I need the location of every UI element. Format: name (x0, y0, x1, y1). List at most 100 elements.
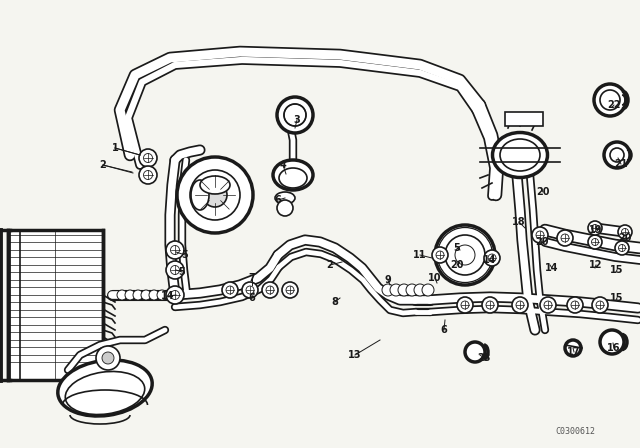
Text: 1: 1 (111, 143, 118, 153)
Text: 6: 6 (440, 325, 447, 335)
Text: 20: 20 (536, 187, 550, 197)
Text: 20: 20 (451, 260, 464, 270)
Circle shape (536, 231, 544, 239)
Circle shape (561, 234, 569, 242)
Circle shape (486, 301, 494, 309)
Text: C0300612: C0300612 (555, 427, 595, 436)
Text: 12: 12 (589, 260, 603, 270)
Circle shape (618, 245, 625, 251)
Circle shape (621, 228, 628, 236)
Circle shape (277, 97, 313, 133)
Circle shape (125, 290, 135, 300)
Text: 19: 19 (589, 225, 603, 235)
Circle shape (596, 301, 604, 309)
Circle shape (282, 282, 298, 298)
Circle shape (618, 225, 632, 239)
Text: 4: 4 (280, 160, 286, 170)
Text: 6: 6 (275, 195, 282, 205)
Circle shape (246, 286, 254, 294)
Text: 17: 17 (567, 347, 580, 357)
Circle shape (457, 297, 473, 313)
Circle shape (96, 346, 120, 370)
Circle shape (600, 330, 624, 354)
Ellipse shape (275, 192, 295, 204)
Circle shape (540, 297, 556, 313)
Circle shape (615, 241, 629, 255)
Circle shape (222, 282, 238, 298)
Circle shape (262, 282, 278, 298)
Circle shape (166, 261, 184, 279)
Text: 22: 22 (607, 100, 621, 110)
Text: 21: 21 (614, 159, 628, 169)
Text: 14: 14 (545, 263, 559, 273)
Circle shape (571, 301, 579, 309)
Circle shape (141, 290, 151, 300)
Text: 14: 14 (161, 291, 175, 301)
Circle shape (557, 230, 573, 246)
Circle shape (149, 290, 159, 300)
Text: 8: 8 (332, 297, 339, 307)
Text: 20: 20 (618, 233, 632, 243)
Circle shape (432, 247, 448, 263)
Circle shape (594, 84, 626, 116)
Ellipse shape (191, 180, 209, 210)
Circle shape (591, 238, 598, 246)
Text: 15: 15 (611, 293, 624, 303)
Text: 10: 10 (428, 273, 442, 283)
Circle shape (390, 284, 402, 296)
Ellipse shape (279, 168, 307, 188)
Circle shape (436, 251, 444, 259)
Circle shape (203, 183, 227, 207)
Circle shape (516, 301, 524, 309)
Circle shape (482, 297, 498, 313)
Text: 14: 14 (483, 255, 497, 265)
Text: 5: 5 (179, 267, 186, 277)
Circle shape (277, 200, 293, 216)
Text: 5: 5 (182, 250, 188, 260)
Ellipse shape (58, 360, 152, 416)
Circle shape (242, 282, 258, 298)
Circle shape (157, 290, 167, 300)
Text: 11: 11 (413, 250, 427, 260)
Circle shape (102, 352, 114, 364)
Circle shape (604, 142, 630, 168)
Circle shape (166, 286, 184, 304)
Circle shape (512, 297, 528, 313)
Circle shape (488, 254, 496, 262)
Ellipse shape (493, 133, 547, 177)
Text: 23: 23 (477, 353, 491, 363)
Circle shape (117, 290, 127, 300)
Circle shape (435, 225, 495, 285)
Ellipse shape (273, 160, 313, 190)
Text: 2: 2 (326, 260, 333, 270)
Circle shape (226, 286, 234, 294)
Circle shape (170, 266, 179, 275)
Circle shape (166, 241, 184, 259)
Circle shape (567, 297, 583, 313)
Circle shape (455, 245, 475, 265)
Text: 20: 20 (535, 237, 548, 247)
Circle shape (139, 166, 157, 184)
Circle shape (266, 286, 274, 294)
Circle shape (445, 235, 485, 275)
Ellipse shape (500, 139, 540, 171)
Ellipse shape (65, 371, 145, 414)
Circle shape (139, 149, 157, 167)
Circle shape (406, 284, 418, 296)
Text: 3: 3 (294, 115, 300, 125)
Circle shape (286, 286, 294, 294)
Text: 6: 6 (248, 293, 255, 303)
Ellipse shape (200, 176, 230, 194)
Circle shape (177, 157, 253, 233)
Circle shape (588, 221, 602, 235)
Circle shape (133, 290, 143, 300)
Circle shape (484, 250, 500, 266)
Text: 15: 15 (611, 265, 624, 275)
Circle shape (422, 284, 434, 296)
Circle shape (532, 227, 548, 243)
Circle shape (591, 224, 598, 232)
Circle shape (398, 284, 410, 296)
Bar (505, 112, 543, 126)
Circle shape (461, 301, 469, 309)
Circle shape (588, 235, 602, 249)
